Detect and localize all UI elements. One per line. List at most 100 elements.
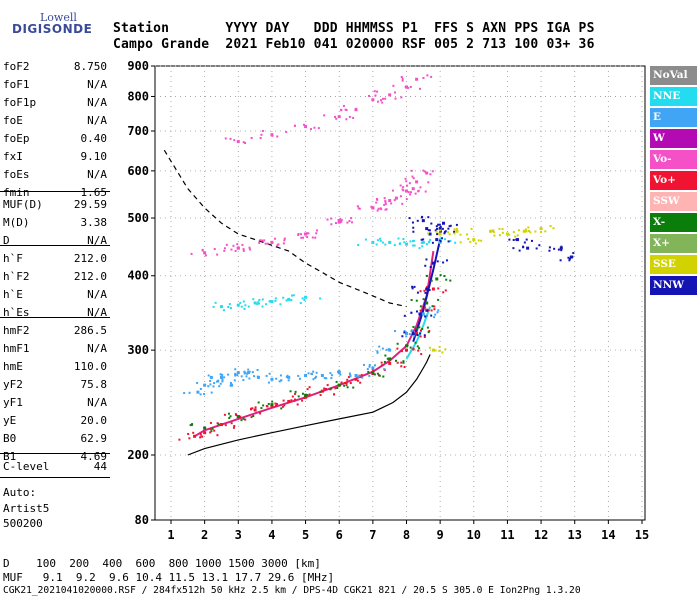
echo-Vo-	[375, 201, 378, 204]
echo-E	[251, 371, 254, 374]
echo-Vo-	[242, 249, 245, 252]
x-tick-label: 4	[268, 528, 275, 542]
echo-NNE	[357, 244, 360, 247]
param-value: 8.750	[73, 60, 107, 73]
echo-X-	[431, 305, 434, 308]
echo-Vo+	[239, 415, 242, 418]
echo-Vo-	[376, 90, 379, 93]
echo-NNE	[375, 243, 378, 246]
point-Vo-	[388, 199, 392, 203]
echo-NNE	[240, 305, 243, 308]
echo-E	[219, 382, 222, 385]
param-name: yE	[3, 414, 17, 427]
point-NNW	[526, 246, 530, 250]
echo-SSE	[524, 228, 527, 231]
echo-X-	[191, 423, 194, 426]
echo-Vo-	[282, 242, 285, 245]
echo-E	[349, 374, 352, 377]
echo-Vo-	[383, 203, 386, 206]
echo-NNE	[418, 247, 421, 250]
param-name: yF2	[3, 378, 23, 391]
echo-Vo+	[444, 289, 447, 292]
param-row: fxI 9.10	[3, 148, 109, 166]
echo-E	[233, 379, 236, 382]
param-row: foE N/A	[3, 112, 109, 130]
echo-X-	[406, 344, 409, 347]
echo-NNE	[301, 297, 304, 300]
echo-X-	[297, 395, 300, 398]
y-tick-label: 800	[127, 89, 149, 103]
echo-NNW	[401, 335, 404, 338]
point-Vo-	[405, 189, 408, 193]
echo-Vo-	[422, 76, 425, 79]
echo-X-	[394, 359, 397, 362]
echo-E	[339, 373, 342, 376]
echo-NNE	[228, 303, 231, 306]
echo-NNW	[568, 259, 571, 262]
echo-E	[314, 376, 317, 379]
echo-E	[433, 316, 436, 319]
echo-NNE	[412, 240, 415, 243]
echo-Vo-	[315, 229, 318, 232]
param-row: h`Es N/A	[3, 304, 109, 322]
echo-NNW	[559, 259, 562, 262]
echo-NNW	[522, 246, 525, 249]
echo-Vo+	[333, 393, 336, 396]
echo-NNE	[243, 307, 246, 310]
echo-Vo+	[345, 382, 348, 385]
param-value: N/A	[87, 234, 107, 247]
echo-E	[323, 376, 326, 379]
echo-E	[394, 330, 397, 333]
point-E	[354, 373, 358, 377]
echo-SSE	[438, 232, 441, 235]
echo-Vo-	[402, 189, 405, 192]
echo-E	[426, 314, 429, 317]
echo-Vo-	[213, 248, 216, 251]
echo-Vo-	[259, 239, 262, 242]
echo-E	[207, 385, 210, 388]
echo-Vo-	[384, 201, 387, 204]
echo-Vo+	[360, 375, 363, 378]
echo-E	[256, 375, 259, 378]
echo-NNW	[419, 332, 422, 335]
echo-SSE	[447, 231, 450, 234]
echo-Vo-	[357, 207, 360, 210]
legend-item: X+	[650, 234, 697, 253]
point-X-	[270, 403, 274, 407]
x-tick-label: 6	[336, 528, 343, 542]
echo-Vo+	[427, 309, 430, 312]
point-SSE	[522, 229, 526, 233]
line-profile	[187, 354, 431, 456]
point-Vo+	[203, 431, 207, 435]
echo-Vo-	[302, 236, 305, 239]
legend-item: X-	[650, 213, 697, 232]
echo-Vo-	[242, 248, 245, 251]
echo-Vo+	[282, 399, 285, 402]
echo-Vo-	[391, 189, 394, 192]
echo-Vo-	[302, 123, 305, 126]
echo-Vo-	[330, 217, 333, 220]
param-row: hmE 110.0	[3, 358, 109, 376]
echo-Vo-	[427, 181, 430, 184]
echo-E	[221, 380, 224, 383]
echo-Vo+	[433, 308, 436, 311]
echo-Vo-	[313, 126, 316, 129]
echo-X-	[294, 390, 297, 393]
echo-E	[307, 372, 310, 375]
echo-NNW	[427, 216, 430, 219]
echo-NNW	[430, 222, 433, 225]
echo-E	[336, 370, 339, 373]
echo-NNW	[439, 225, 442, 228]
y-tick-label: 300	[127, 343, 149, 357]
param-value: N/A	[87, 96, 107, 109]
echo-X-	[330, 387, 333, 390]
echo-Vo-	[405, 180, 408, 183]
echo-Vo-	[274, 237, 277, 240]
point-Vo+	[193, 434, 197, 438]
echo-NNE	[247, 305, 250, 308]
echo-X-	[421, 327, 424, 330]
echo-SSE	[448, 233, 451, 236]
echo-E	[253, 375, 256, 378]
echo-X-	[229, 415, 232, 418]
echo-Vo-	[370, 205, 373, 208]
